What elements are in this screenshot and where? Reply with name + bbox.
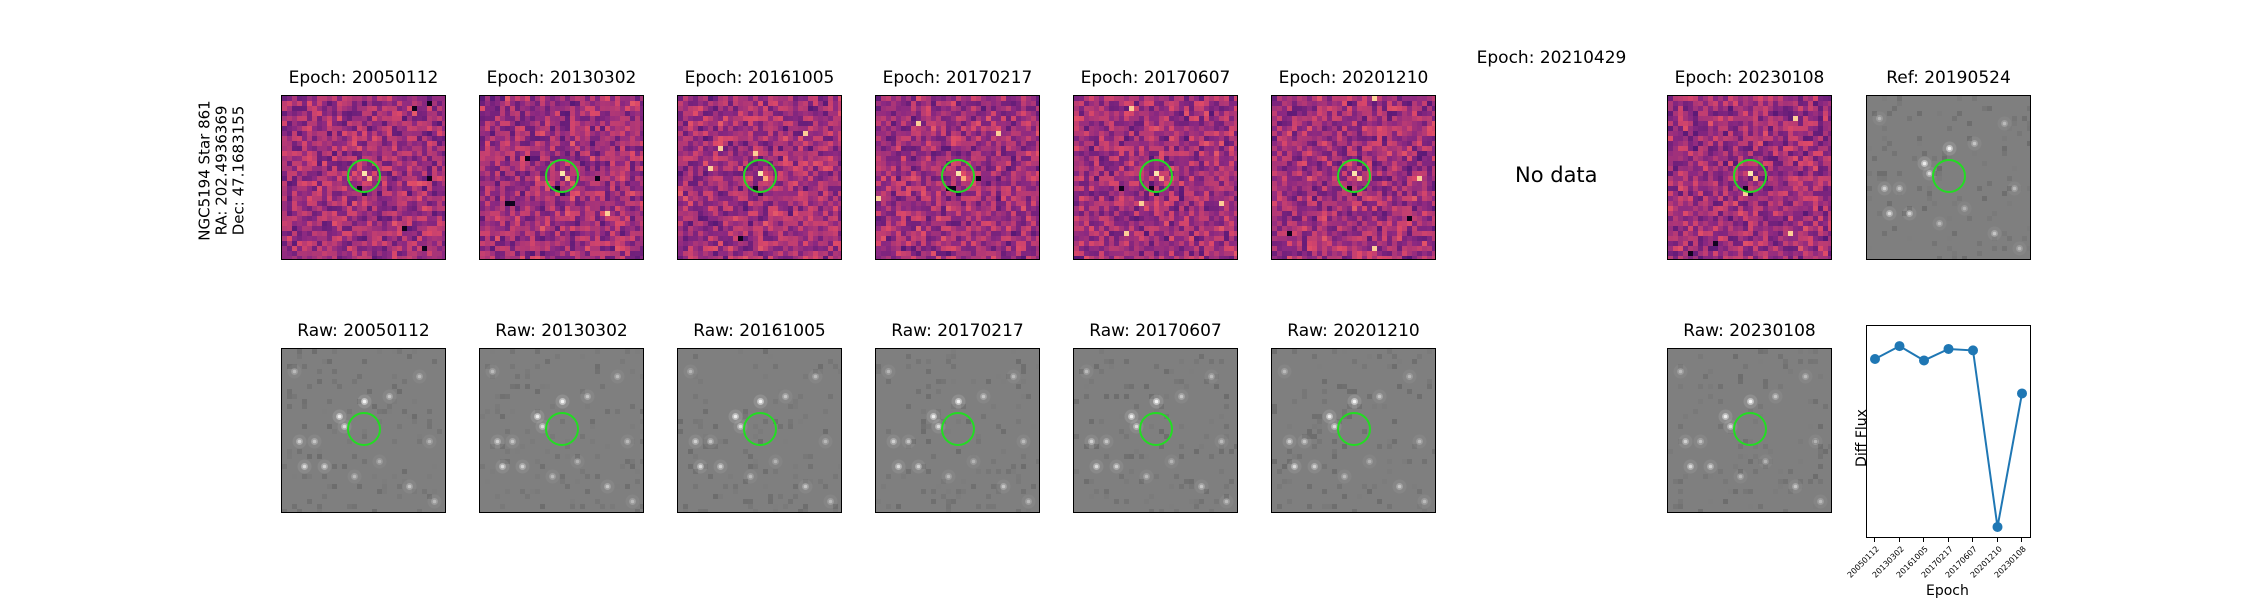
difference-image <box>1667 95 1832 260</box>
x-axis-label: Epoch <box>1926 583 1969 599</box>
difference-image <box>479 95 644 260</box>
data-point <box>1870 354 1880 365</box>
series-line <box>1874 344 2023 528</box>
difference-image <box>677 95 842 260</box>
x-tick-mark <box>1898 538 1900 542</box>
difference-image-title: Epoch: 20050112 <box>288 68 439 88</box>
raw-image <box>281 348 446 513</box>
target-label-line: RA: 202.4936369 <box>212 105 231 236</box>
x-tick-mark <box>1947 538 1949 542</box>
difference-image-title: Epoch: 20170607 <box>1080 68 1231 88</box>
raw-image-title: Raw: 20170217 <box>891 321 1024 341</box>
target-marker-circle <box>1139 159 1173 193</box>
raw-image-title: Raw: 20230108 <box>1683 321 1816 341</box>
x-tick-mark <box>1923 538 1924 542</box>
target-marker-circle <box>347 412 381 446</box>
difference-image-title: Epoch: 20201210 <box>1278 68 1429 88</box>
difference-image-title: Epoch: 20170217 <box>882 68 1033 88</box>
x-tick-mark <box>1874 538 1875 542</box>
raw-image-title: Raw: 20201210 <box>1287 321 1420 341</box>
raw-image <box>677 348 842 513</box>
difference-image <box>1271 95 1436 260</box>
data-point <box>1943 343 1954 354</box>
raw-image <box>1073 348 1238 513</box>
diff-flux-plot-area <box>1870 341 2027 532</box>
difference-image-title: Epoch: 20161005 <box>684 68 835 88</box>
target-marker-circle <box>545 412 579 446</box>
difference-image-title: Epoch: 20230108 <box>1674 68 1825 88</box>
raw-image <box>1667 348 1832 513</box>
data-point <box>2017 388 2027 399</box>
data-point <box>1992 521 2003 532</box>
difference-image-title: Epoch: 20210429 <box>1476 48 1627 68</box>
target-marker-circle <box>1139 412 1173 446</box>
raw-image-title: Raw: 20170607 <box>1089 321 1222 341</box>
difference-image <box>875 95 1040 260</box>
x-tick-mark <box>2021 538 2022 542</box>
target-marker-circle <box>743 412 777 446</box>
data-point <box>1894 341 1905 352</box>
target-marker-circle <box>941 159 975 193</box>
target-marker-circle <box>1733 159 1767 193</box>
y-axis-label: Diff Flux <box>1853 409 1870 467</box>
raw-image <box>1271 348 1436 513</box>
diff-flux-plot <box>1866 325 2031 538</box>
raw-image-title: Raw: 20161005 <box>693 321 826 341</box>
difference-image <box>1073 95 1238 260</box>
raw-image-title: Raw: 20050112 <box>297 321 430 341</box>
x-tick-mark <box>1996 538 1998 542</box>
target-marker-circle <box>1733 412 1767 446</box>
target-marker-circle <box>1337 412 1371 446</box>
target-marker-circle <box>347 159 381 193</box>
data-point <box>1968 345 1978 356</box>
raw-image <box>479 348 644 513</box>
no-data-label: No data <box>1515 163 1598 187</box>
reference-image <box>1866 95 2031 260</box>
target-marker-circle <box>1932 159 1966 193</box>
difference-image <box>281 95 446 260</box>
target-label-line: NGC5194 Star 861 <box>195 100 214 241</box>
target-marker-circle <box>545 159 579 193</box>
target-marker-circle <box>941 412 975 446</box>
raw-image <box>875 348 1040 513</box>
target-marker-circle <box>743 159 777 193</box>
target-marker-circle <box>1337 159 1371 193</box>
raw-image-title: Raw: 20130302 <box>495 321 628 341</box>
reference-image-title: Ref: 20190524 <box>1886 68 2011 88</box>
data-point <box>1919 355 1929 366</box>
target-label-line: Dec: 47.1683155 <box>229 105 248 236</box>
x-tick-mark <box>1972 538 1973 542</box>
difference-image-title: Epoch: 20130302 <box>486 68 637 88</box>
